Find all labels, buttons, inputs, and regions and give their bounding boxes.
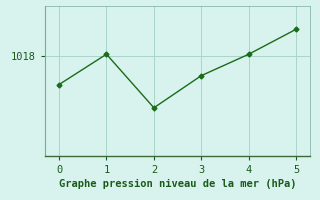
X-axis label: Graphe pression niveau de la mer (hPa): Graphe pression niveau de la mer (hPa) <box>59 179 296 189</box>
